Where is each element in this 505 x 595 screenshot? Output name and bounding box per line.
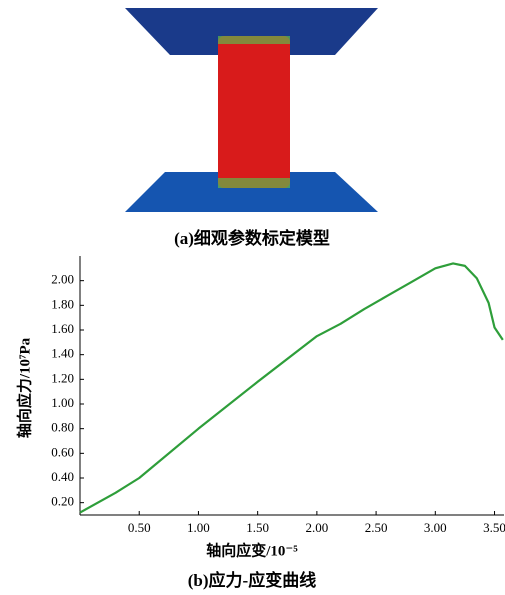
stress-strain-curve — [80, 263, 503, 512]
y-tick-label: 1.80 — [51, 296, 74, 311]
y-tick-label: 2.00 — [51, 272, 74, 287]
y-tick-label: 0.40 — [51, 469, 74, 484]
specimen — [218, 36, 290, 188]
x-tick-label: 2.50 — [365, 520, 388, 535]
x-tick-label: 3.50 — [483, 520, 505, 535]
x-tick-label: 2.00 — [305, 520, 328, 535]
y-tick-label: 1.00 — [51, 395, 74, 410]
page: (a)细观参数标定模型 轴向应变/10⁻⁵ 轴向应力/10⁷Pa (b)应力-应… — [0, 0, 505, 595]
x-tick-label: 1.00 — [187, 520, 210, 535]
chart-caption: (b)应力-应变曲线 — [188, 570, 316, 590]
y-tick-label: 1.20 — [51, 370, 74, 385]
y-tick-label: 0.80 — [51, 420, 74, 435]
y-tick-label: 1.60 — [51, 321, 74, 336]
x-tick-label: 1.50 — [246, 520, 269, 535]
y-tick-label: 1.40 — [51, 346, 74, 361]
x-tick-label: 3.00 — [424, 520, 447, 535]
x-axis-label: 轴向应变/10⁻⁵ — [206, 541, 298, 559]
specimen-top-edge — [218, 36, 290, 44]
specimen-bottom-edge — [218, 178, 290, 188]
model-image — [125, 8, 378, 212]
y-tick-label: 0.60 — [51, 444, 74, 459]
x-tick-label: 0.50 — [128, 520, 151, 535]
figure: (a)细观参数标定模型 轴向应变/10⁻⁵ 轴向应力/10⁷Pa (b)应力-应… — [0, 0, 505, 595]
panel-a-caption: (a)细观参数标定模型 — [174, 228, 330, 248]
y-axis-label: 轴向应力/10⁷Pa — [15, 337, 33, 438]
y-tick-label: 0.20 — [51, 494, 74, 509]
